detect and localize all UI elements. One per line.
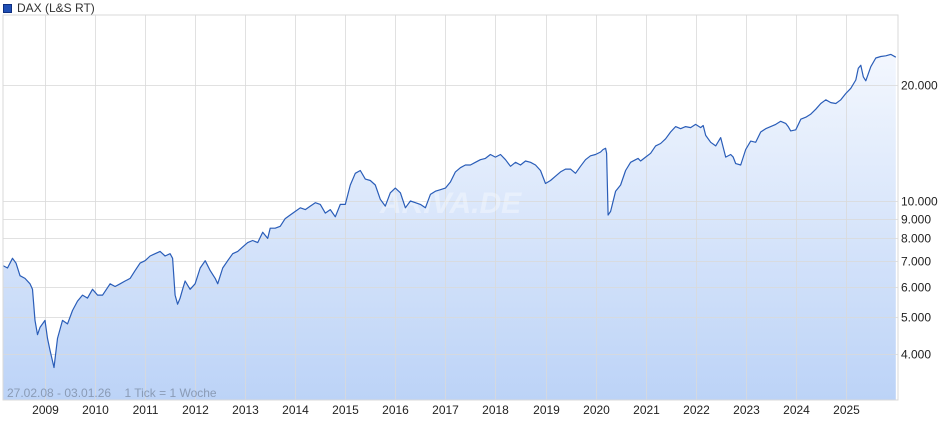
x-tick-label: 2023: [733, 403, 760, 417]
x-tick-label: 2015: [332, 403, 359, 417]
x-tick-label: 2020: [583, 403, 610, 417]
x-tick-label: 2021: [633, 403, 660, 417]
watermark: ARIVA.DE: [379, 187, 522, 220]
x-tick-label: 2018: [482, 403, 509, 417]
x-tick-label: 2014: [282, 403, 309, 417]
x-tick-label: 2011: [133, 403, 159, 417]
x-tick-label: 2019: [533, 403, 560, 417]
price-line: [3, 53, 897, 369]
y-axis-labels: 4.000 5.000 6.000 7.000 8.000 9.000 10.000 20.0…: [901, 79, 938, 362]
area-fill: [3, 54, 896, 400]
plot-frame: [2, 14, 899, 401]
x-tick-label: 2017: [432, 403, 459, 417]
x-tick-label: 2012: [182, 403, 209, 417]
x-axis-labels: 2009 2010 2011 2012 2013 2014 2015 2016 2017 2018…: [32, 403, 860, 417]
date-range-note: 27.02.08 - 03.01.26 1 Tick = 1 Woche: [7, 386, 217, 400]
chart-legend: DAX (L&S RT): [3, 1, 95, 15]
date-range: 27.02.08 - 03.01.26: [7, 386, 111, 400]
y-tick-label: 8.000: [901, 232, 931, 246]
y-tick-label: 9.000: [901, 213, 931, 227]
legend-swatch-icon: [3, 3, 12, 13]
gridlines: [3, 15, 898, 400]
y-tick-label: 5.000: [901, 311, 931, 325]
y-tick-label: 6.000: [901, 281, 931, 295]
x-tick-label: 2024: [783, 403, 810, 417]
legend-label: DAX (L&S RT): [17, 1, 95, 15]
y-tick-label: 4.000: [901, 348, 931, 362]
y-tick-label: 10.000: [901, 195, 938, 209]
x-tick-label: 2010: [82, 403, 109, 417]
y-tick-label: 20.000: [901, 79, 938, 93]
x-tick-label: 2013: [232, 403, 259, 417]
x-tick-label: 2022: [683, 403, 710, 417]
tick-note: 1 Tick = 1 Woche: [124, 386, 216, 400]
x-tick-label: 2016: [382, 403, 409, 417]
x-tick-label: 2009: [32, 403, 59, 417]
x-tick-label: 2025: [833, 403, 860, 417]
y-tick-label: 7.000: [901, 255, 931, 269]
